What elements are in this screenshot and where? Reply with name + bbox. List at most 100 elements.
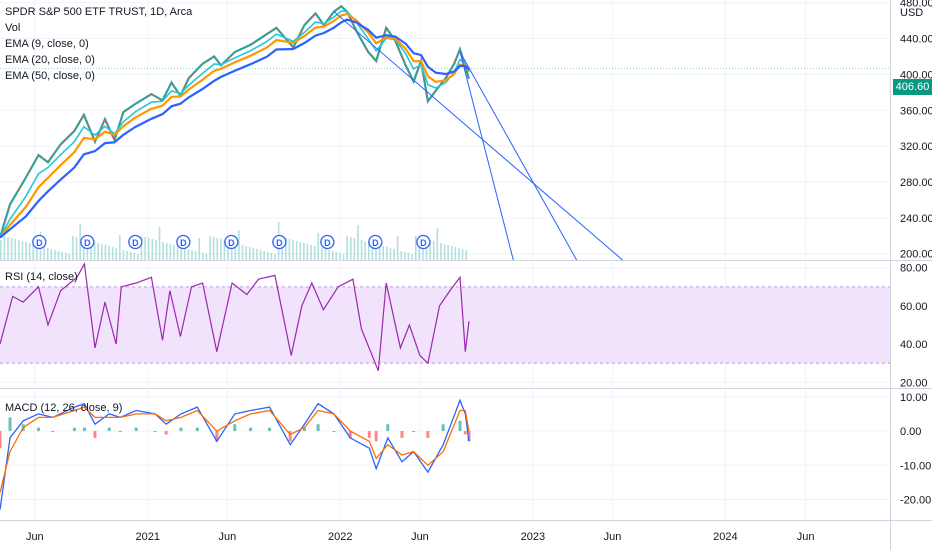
ema20-indicator-label[interactable]: EMA (20, close, 0) xyxy=(5,54,95,66)
volume-bar xyxy=(194,251,197,260)
macd-indicator-label[interactable]: MACD (12, 26, close, 9) xyxy=(5,402,123,414)
volume-bar xyxy=(404,252,406,260)
price-axis[interactable]: 480.00 440.00 400.00 360.00 320.00 280.00 240.… xyxy=(900,0,932,506)
price-tick-label: 10.00 xyxy=(900,392,928,404)
volume-bar xyxy=(450,246,453,260)
volume-bar xyxy=(353,238,356,260)
volume-bar xyxy=(46,248,49,260)
volume-bar xyxy=(129,252,132,260)
price-tick-label: 320.00 xyxy=(900,141,932,153)
ema50-indicator-label[interactable]: EMA (50, close, 0) xyxy=(5,70,95,82)
macd-histogram-bar xyxy=(412,431,416,433)
volume-bar xyxy=(137,254,139,260)
volume-bar xyxy=(357,225,359,260)
macd-histogram-bar xyxy=(463,431,467,435)
volume-bar xyxy=(72,236,74,260)
time-axis[interactable]: Jun 2021 Jun 2022 Jun 2023 Jun 2024 Jun xyxy=(26,531,815,543)
dividend-marker xyxy=(320,234,335,250)
price-tick-label: 280.00 xyxy=(900,177,932,189)
volume-bar xyxy=(248,247,251,260)
ema50-line xyxy=(0,18,470,239)
macd-histogram-bar xyxy=(118,431,122,433)
macd-histogram-bar xyxy=(316,424,320,432)
volume-bar xyxy=(306,244,309,260)
time-tick-label: Jun xyxy=(26,531,44,543)
volume-bar xyxy=(32,244,35,260)
volume-bar xyxy=(266,252,269,260)
vol-indicator-label[interactable]: Vol xyxy=(5,22,21,34)
symbol-title[interactable]: SPDR S&P 500 ETF TRUST, 1D, Arca xyxy=(5,6,193,18)
volume-bar xyxy=(425,239,428,260)
volume-bar xyxy=(61,252,63,260)
volume-bar xyxy=(176,246,179,260)
volume-bar xyxy=(364,241,366,260)
price-tick-label: 40.00 xyxy=(900,339,928,351)
volume-bar xyxy=(82,239,85,260)
volume-bar xyxy=(245,246,247,260)
volume-bar xyxy=(346,236,348,260)
volume-bar xyxy=(86,240,89,260)
volume-bar xyxy=(292,240,294,260)
volume-bar xyxy=(367,242,370,260)
volume-bar xyxy=(180,247,182,260)
volume-bar xyxy=(183,248,186,260)
volume-bar xyxy=(418,237,421,260)
macd-pane xyxy=(0,398,471,510)
volume-bar xyxy=(165,243,168,260)
volume-bar xyxy=(198,238,201,260)
rsi-indicator-label[interactable]: RSI (14, close) xyxy=(5,271,78,283)
volume-bar xyxy=(144,237,146,260)
dividend-marker-label: D xyxy=(36,238,43,248)
volume-bar xyxy=(432,241,435,260)
volume-bar xyxy=(54,250,56,260)
ema9-indicator-label[interactable]: EMA (9, close, 0) xyxy=(5,38,89,50)
volume-bar xyxy=(396,236,399,260)
volume-bar xyxy=(155,240,157,260)
price-series-down xyxy=(0,5,470,238)
time-tick-label: 2023 xyxy=(521,531,545,543)
macd-histogram-bar xyxy=(179,427,183,432)
volume-bar xyxy=(122,250,125,260)
volume-bar xyxy=(465,250,467,260)
volume-bar xyxy=(101,244,103,260)
macd-histogram-bar xyxy=(107,427,111,432)
macd-histogram-bar xyxy=(8,417,12,432)
volume-bar xyxy=(407,253,410,260)
volume-bar xyxy=(328,250,330,260)
volume-bar xyxy=(436,228,439,260)
volume-bar xyxy=(93,242,96,260)
macd-histogram-bar xyxy=(37,427,41,432)
dividend-marker xyxy=(368,234,383,250)
price-tick-label: 80.00 xyxy=(900,263,928,275)
volume-bar xyxy=(256,249,258,260)
volume-bar xyxy=(0,240,2,260)
dividend-marker-label: D xyxy=(84,238,91,248)
dividend-marker-label: D xyxy=(420,238,427,248)
dividend-marker xyxy=(416,234,431,250)
macd-histogram-bar xyxy=(195,427,199,432)
volume-bar xyxy=(97,243,100,260)
volume-bar xyxy=(147,238,150,260)
price-tick-label: 440.00 xyxy=(900,34,932,46)
macd-histogram-bar xyxy=(51,431,55,433)
volume-bar xyxy=(108,246,110,260)
macd-histogram-bar xyxy=(93,431,97,438)
currency-label: USD xyxy=(900,7,923,19)
price-tick-label: 360.00 xyxy=(900,105,932,117)
volume-bar xyxy=(202,253,204,260)
rsi-line xyxy=(0,261,470,372)
macd-histogram-bar xyxy=(268,427,272,432)
trend-line xyxy=(459,51,514,261)
volume-bar xyxy=(317,233,320,260)
volume-bar xyxy=(115,248,118,260)
volume-bar xyxy=(400,251,403,260)
last-price-tag: 406.60 xyxy=(893,79,932,95)
volume-bar xyxy=(440,243,442,260)
volume-bar xyxy=(454,247,457,260)
macd-histogram-bar xyxy=(72,427,76,432)
time-tick-label: 2022 xyxy=(328,531,352,543)
volume-bar xyxy=(126,251,128,260)
volume-bar xyxy=(104,245,107,260)
volume-bar xyxy=(205,254,208,260)
